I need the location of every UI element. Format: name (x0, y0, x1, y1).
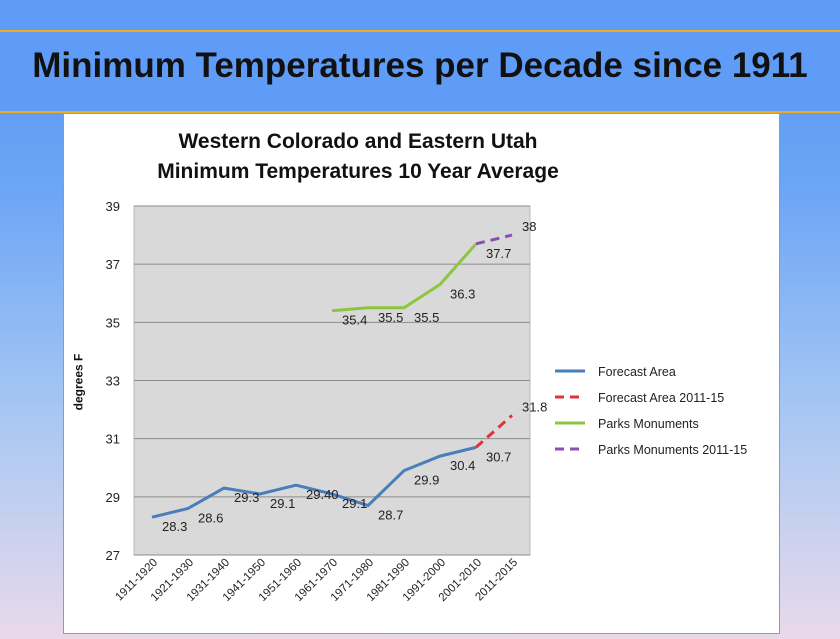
series-line-forecast-area-2011-15 (475, 414, 513, 449)
y-tick-label: 33 (106, 374, 120, 389)
slide-title: Minimum Temperatures per Decade since 19… (32, 46, 808, 85)
data-label: 31.8 (522, 399, 547, 414)
series-line-forecast-area (151, 445, 477, 519)
data-label: 29.9 (414, 473, 439, 488)
y-tick-label: 29 (106, 490, 120, 505)
y-tick-label: 37 (106, 257, 120, 272)
data-label: 30.7 (486, 449, 511, 464)
data-label: 28.6 (198, 510, 223, 525)
chart-title: Western Colorado and Eastern Utah Minimu… (63, 127, 653, 187)
header-top-rule (0, 30, 840, 32)
data-label: 38 (522, 219, 536, 234)
data-label: 35.4 (342, 313, 367, 328)
legend-entry: Forecast Area (598, 365, 676, 379)
data-label: 29.3 (234, 490, 259, 505)
header-bottom-rule (0, 111, 840, 113)
y-tick-label: 27 (106, 548, 120, 563)
data-label: 37.7 (486, 246, 511, 261)
chart-title-line-2: Minimum Temperatures 10 Year Average (157, 160, 559, 183)
legend-entry: Parks Monuments 2011-15 (598, 443, 747, 457)
data-label: 28.3 (162, 519, 187, 534)
data-label: 29.1 (270, 496, 295, 511)
legend-entry: Forecast Area 2011-15 (598, 391, 724, 405)
y-tick-label: 35 (106, 315, 120, 330)
chart-title-line-1: Western Colorado and Eastern Utah (178, 130, 538, 153)
data-label: 29.40 (306, 487, 339, 502)
data-label: 29.1 (342, 496, 367, 511)
series-line-parks-monuments (331, 242, 478, 313)
data-label: 36.3 (450, 287, 475, 302)
data-label: 30.4 (450, 458, 475, 473)
slide-header (0, 0, 840, 112)
data-label: 35.5 (414, 310, 439, 325)
series-line-parks-monuments-2011-15 (475, 233, 513, 246)
legend-entry: Parks Monuments (598, 417, 699, 431)
data-label: 35.5 (378, 310, 403, 325)
data-label: 28.7 (378, 508, 403, 523)
y-tick-label: 31 (106, 432, 120, 447)
y-tick-label: 39 (106, 199, 120, 214)
